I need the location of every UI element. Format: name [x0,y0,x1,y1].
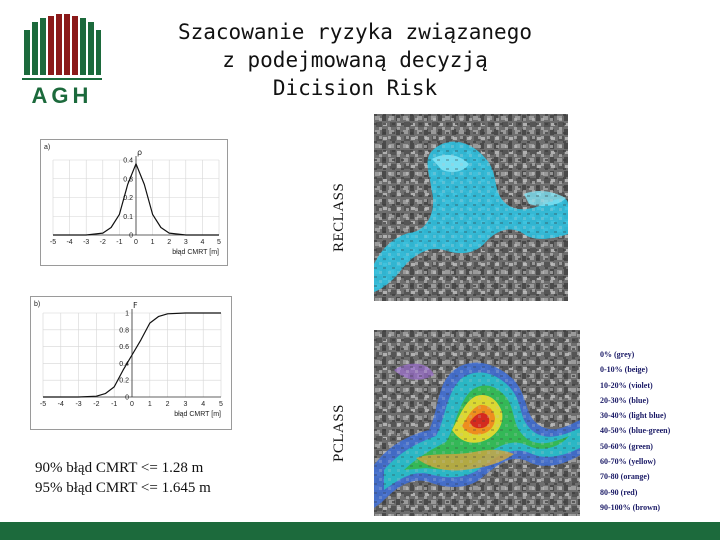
panel-label: a) [44,144,50,151]
x-tick-label: 4 [201,401,205,408]
legend-item: 20-30% (blue) [600,395,649,405]
x-tick-label: 3 [183,401,187,408]
y-axis-title: ρ [137,148,142,157]
y-tick-label: 0 [125,395,129,402]
x-tick-label: -2 [100,239,106,246]
note-95: 95% błąd CMRT <= 1.645 m [35,480,211,496]
x-tick-label: -4 [66,239,72,246]
x-tick-label: 5 [219,401,223,408]
legend-item: 0-10% (beige) [600,365,648,375]
y-tick-label: 0.6 [119,344,129,351]
reclass-map-image [374,114,568,301]
panel-label: b) [34,301,40,308]
legend-item: 50-60% (green) [600,441,653,451]
legend-item: 60-70% (yellow) [600,457,656,467]
x-tick-label: 3 [184,239,188,246]
y-tick-label: 0.3 [123,176,133,183]
legend-item: 0% (grey) [600,350,635,359]
agh-logo: AGH [22,14,102,108]
series-line [43,312,221,398]
x-tick-label: -1 [111,401,117,408]
pdf-chart-panel: -5 -4 -3 -2 -1 0 1 2 3 4 5 0.4 0.3 0.2 0.1 0 a) ρ błąd CMR… [40,139,228,266]
legend-item: 30-40% (light blue) [600,411,667,421]
y-tick-label: 0.8 [119,327,129,334]
x-axis-title: błąd CMRT [m] [172,249,219,256]
pdf-chart: -5 -4 -3 -2 -1 0 1 2 3 4 5 0.4 0.3 0.2 0.1 0 a) ρ błąd CMR… [44,144,221,256]
legend-item: 90-100% (brown) [600,502,661,512]
y-tick-label: 0.4 [119,361,129,368]
x-tick-label: 4 [200,239,204,246]
title-line-2: z podejmowaną decyzją [222,48,488,72]
x-tick-label: -5 [50,239,56,246]
x-tick-label: -1 [116,239,122,246]
logo-text: AGH [32,83,93,108]
y-tick-label: 0.1 [123,214,133,221]
y-tick-label: 0.2 [119,378,129,385]
x-tick-label: 2 [166,401,170,408]
x-tick-label: -2 [93,401,99,408]
x-tick-label: 5 [217,239,221,246]
page-title: Szacowanie ryzyka związanego z podejmowa… [120,18,590,102]
x-tick-label: 0 [134,239,138,246]
x-tick-label: 0 [130,401,134,408]
x-tick-label: 1 [151,239,155,246]
y-axis-title: F [133,301,138,310]
reclass-label: RECLASS [331,182,347,252]
x-tick-label: -5 [40,401,46,408]
x-axis-title: błąd CMRT [m] [174,411,221,418]
x-tick-label: -3 [83,239,89,246]
y-tick-label: 0 [129,233,133,240]
legend: 0% (grey) 0-10% (beige) 10-20% (violet) … [600,347,715,515]
pclass-map-image [374,330,580,516]
error-notes: 90% błąd CMRT <= 1.28 m 95% błąd CMRT <=… [35,458,211,498]
title-line-1: Szacowanie ryzyka związanego [177,20,532,44]
y-tick-label: 1 [125,311,129,318]
x-tick-label: 1 [148,401,152,408]
x-tick-label: -4 [58,401,64,408]
footer-bar [0,522,720,540]
pclass-label: PCLASS [331,403,347,462]
legend-item: 10-20% (violet) [600,380,653,390]
x-tick-label: -3 [75,401,81,408]
note-90: 90% błąd CMRT <= 1.28 m [35,460,204,476]
series-line [53,163,219,236]
y-tick-label: 0.4 [123,158,133,165]
y-tick-label: 0.2 [123,195,133,202]
legend-item: 40-50% (blue-green) [600,426,671,436]
legend-item: 70-80 (orange) [600,472,650,482]
title-line-3: Dicision Risk [272,76,438,100]
x-tick-label: 2 [167,239,171,246]
legend-item: 80-90 (red) [600,487,638,497]
logo-bars [22,14,102,80]
